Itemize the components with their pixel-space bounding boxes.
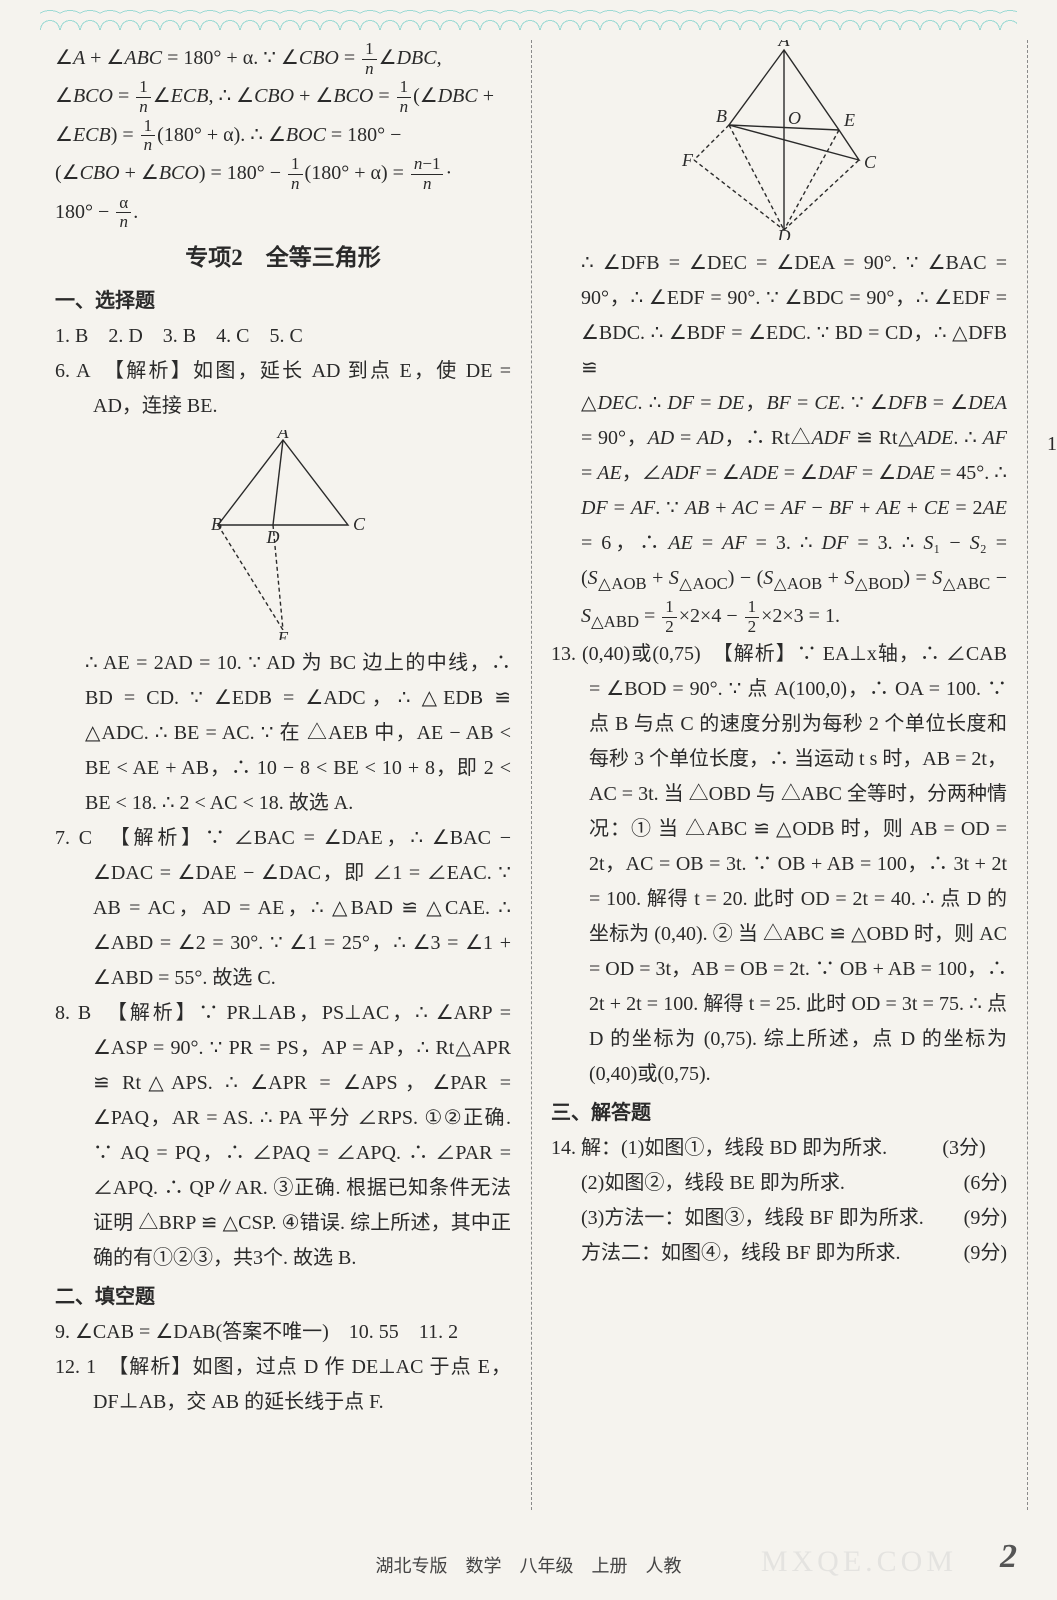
svg-text:A: A — [277, 430, 290, 442]
q15-l4: (2)成立. (5分) — [1047, 637, 1057, 672]
svg-text:E: E — [277, 628, 289, 640]
section-2-heading: 二、填空题 — [55, 1280, 511, 1315]
q6-body: ∴ AE = 2AD = 10. ∵ AD 为 BC 边上的中线，∴ BD = … — [55, 646, 511, 821]
q7: 7. C 【解析】∵ ∠BAC = ∠DAE，∴ ∠BAC − ∠DAC = ∠… — [55, 821, 511, 996]
svg-text:A: A — [778, 40, 791, 50]
q14-l1-score: (3分) — [980, 1131, 1007, 1166]
svg-text:D: D — [777, 226, 791, 240]
q6-figure: A B C D E — [55, 430, 511, 640]
q8: 8. B 【解析】∵ PR⊥AB，PS⊥AC，∴ ∠ARP = ∠ASP = 9… — [55, 996, 511, 1276]
svg-text:B: B — [716, 106, 727, 126]
svg-text:C: C — [353, 514, 366, 534]
q14-grids: ABCD ABCE 图① 图② ABCFP ABCF 图③ 图④ — [1047, 40, 1057, 423]
q13: 13. (0,40)或(0,75) 【解析】∵ EA⊥x轴，∴ ∠CAB = ∠… — [551, 637, 1007, 1092]
svg-text:E: E — [843, 110, 855, 130]
q14-line2: (2)如图②，线段 BE 即为所求. (6分) — [551, 1166, 1007, 1201]
content-columns: ∠A + ∠ABC = 180° + α. ∵ ∠CBO = 1n∠DBC, ∠… — [55, 40, 1007, 1510]
q14-line3: (3)方法一：如图③，线段 BF 即为所求. (9分) — [551, 1201, 1007, 1236]
q12-body-part1: ∴ ∠DFB = ∠DEC = ∠DEA = 90°. ∵ ∠BAC = 90°… — [551, 246, 1007, 386]
svg-text:O: O — [788, 108, 801, 128]
q12-figure: A B F O E C D — [551, 40, 1007, 240]
q14-line1: 14. 解：(1)如图①，线段 BD 即为所求. (3分) — [551, 1131, 1007, 1166]
svg-text:D: D — [266, 527, 280, 547]
section-1-heading: 一、选择题 — [55, 284, 511, 319]
svg-text:F: F — [681, 150, 694, 170]
svg-text:C: C — [864, 152, 877, 172]
q15-l3: ∵ AB = AC，∴ △ADB ≌ △CEA. ∴ BD = AE，AD = … — [1047, 567, 1057, 637]
q9-11: 9. ∠CAB = ∠DAB(答案不唯一) 10. 55 11. 2 — [55, 1315, 511, 1350]
q12-body-part2: △DEC. ∴ DF = DE，BF = CE. ∵ ∠DFB = ∠DEA =… — [551, 386, 1007, 637]
q6-lead: 6. A 【解析】如图，延长 AD 到点 E，使 DE = AD，连接 BE. — [55, 354, 511, 424]
q15-l1: 15. 解：(1)证明：∵ BD⊥直线 l，CE⊥直线 l，∴ ∠BDA = ∠… — [1047, 427, 1057, 532]
svg-text:B: B — [211, 514, 222, 534]
topic-title: 专项2 全等三角形 — [55, 238, 511, 278]
q14-line4: 方法二：如图④，线段 BF 即为所求. (9分) — [551, 1236, 1007, 1271]
watermark: MXQE.COM — [761, 1536, 957, 1589]
q12-lead: 12. 1 【解析】如图，过点 D 作 DE⊥AC 于点 E，DF⊥AB，交 A… — [55, 1350, 511, 1420]
prev-topic-continuation: ∠A + ∠ABC = 180° + α. ∵ ∠CBO = 1n∠DBC, ∠… — [55, 40, 511, 232]
page-number: 2 — [1000, 1527, 1017, 1587]
q15-l5: 证明：∵ ∠ADB = ∠BAC = α，∴ ∠ABD + ∠BAD = ∠BA… — [1047, 672, 1057, 777]
q1-5-answers: 1. B 2. D 3. B 4. C 5. C — [55, 319, 511, 354]
q14-l1-text: 14. 解：(1)如图①，线段 BD 即为所求. — [551, 1137, 887, 1159]
header-decoration — [40, 10, 1017, 32]
q15-l2: ∴ ∠ABD = ∠CAE. (2分) — [1047, 532, 1057, 567]
section-3-heading: 三、解答题 — [551, 1096, 1007, 1131]
